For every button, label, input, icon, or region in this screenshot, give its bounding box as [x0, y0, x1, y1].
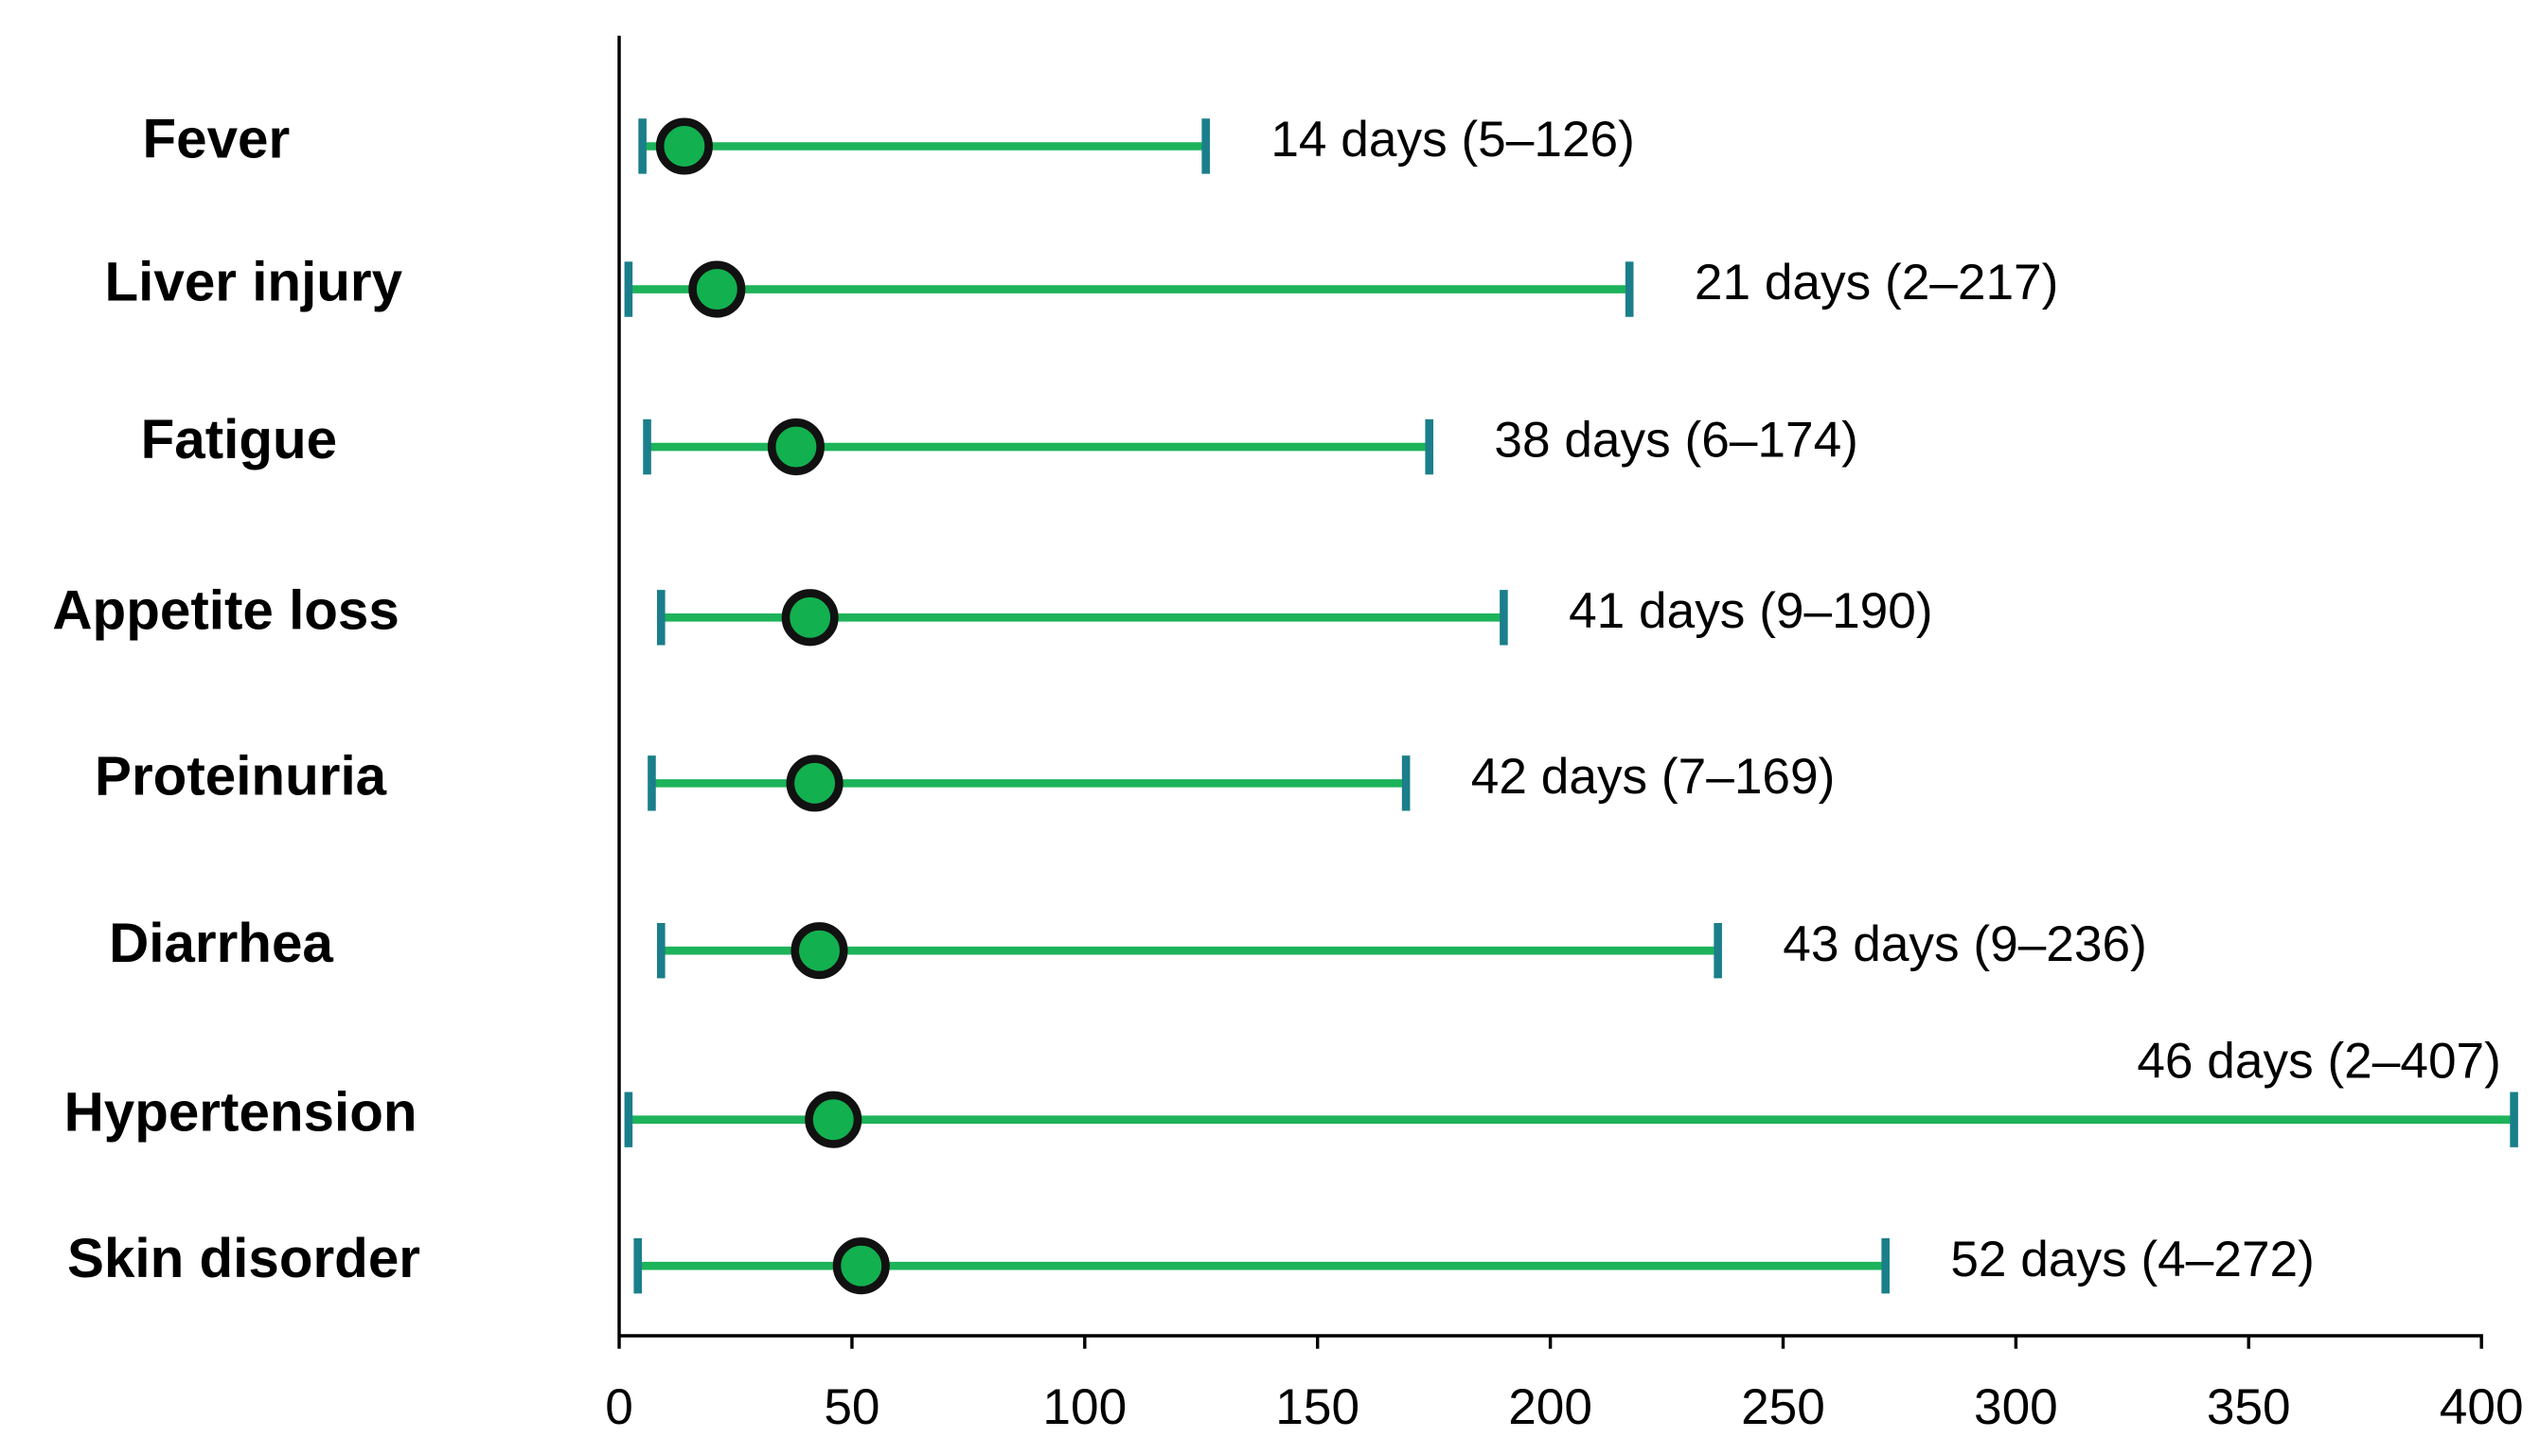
- x-tick-label: 250: [1741, 1379, 1825, 1435]
- median-dot: [790, 922, 848, 980]
- x-tick-label: 50: [824, 1379, 879, 1435]
- value-label: 21 days (2–217): [1695, 255, 2059, 311]
- median-dot: [786, 755, 844, 812]
- x-tick-label: 150: [1275, 1379, 1359, 1435]
- value-label: 52 days (4–272): [1950, 1232, 2315, 1287]
- x-tick-label: 400: [2440, 1379, 2524, 1435]
- category-label: Skin disorder: [67, 1228, 420, 1289]
- value-label: 41 days (9–190): [1569, 583, 1933, 639]
- median-dot: [688, 260, 746, 318]
- value-label: 43 days (9–236): [1783, 916, 2147, 972]
- category-label: Hypertension: [64, 1082, 417, 1144]
- x-tick-label: 100: [1042, 1379, 1127, 1435]
- median-dot: [767, 418, 825, 476]
- median-dot: [832, 1237, 890, 1295]
- value-label: 38 days (6–174): [1494, 413, 1858, 469]
- median-dot: [655, 117, 713, 175]
- x-tick-label: 0: [605, 1379, 633, 1435]
- value-label: 14 days (5–126): [1270, 112, 1635, 168]
- x-tick-label: 300: [1974, 1379, 2058, 1435]
- category-label: Proteinuria: [95, 745, 387, 807]
- x-tick-label: 200: [1508, 1379, 1592, 1435]
- category-label: Diarrhea: [109, 913, 333, 974]
- value-label: 46 days (2–407): [2137, 1033, 2501, 1089]
- value-label: 42 days (7–169): [1471, 749, 1836, 805]
- median-dot: [781, 589, 839, 647]
- x-tick-label: 350: [2207, 1379, 2291, 1435]
- category-label: Liver injury: [105, 252, 403, 313]
- category-label: Fatigue: [141, 409, 338, 471]
- median-dot: [805, 1091, 862, 1148]
- category-label: Appetite loss: [52, 579, 399, 641]
- category-label: Fever: [142, 108, 290, 169]
